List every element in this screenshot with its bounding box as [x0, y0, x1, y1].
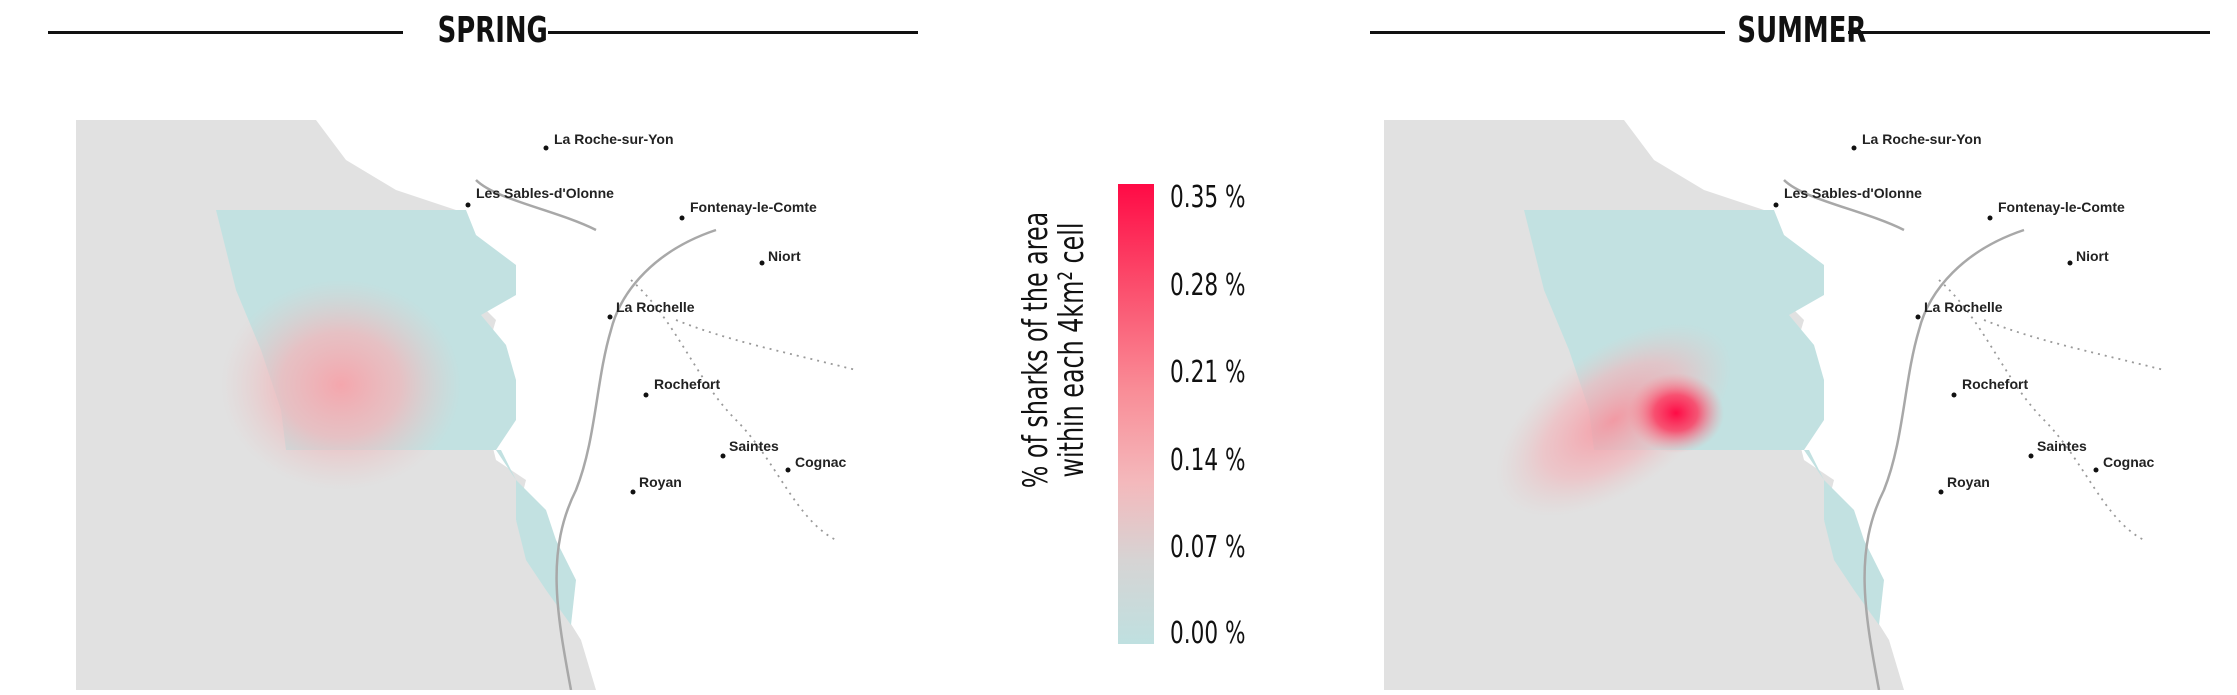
svg-text:La Rochelle: La Rochelle	[616, 299, 695, 315]
spring-title-line-left	[48, 31, 403, 34]
svg-text:La Roche-sur-Yon: La Roche-sur-Yon	[1862, 131, 1982, 147]
legend-tick-0-28: 0.28 %	[1170, 268, 1246, 303]
svg-text:Rochefort: Rochefort	[654, 376, 720, 392]
legend-title-line-2: within each 4km² cell	[1052, 222, 1092, 478]
city-fontenay-le-comte: Fontenay-le-Comte	[1987, 199, 2125, 221]
river-charente	[555, 228, 717, 690]
legend-tick-0-35: 0.35 %	[1170, 180, 1246, 215]
svg-text:Saintes: Saintes	[2037, 438, 2087, 454]
summer-hotspot-core	[1628, 373, 1724, 453]
svg-text:Les Sables-d'Olonne: Les Sables-d'Olonne	[476, 185, 614, 201]
summer-title-line-right	[1848, 31, 2210, 34]
city-saintes: Saintes	[720, 438, 779, 459]
legend-tick-0-14: 0.14 %	[1170, 443, 1246, 478]
spring-hotspot	[221, 280, 461, 490]
spring-title: SPRING	[437, 10, 548, 51]
svg-text:Saintes: Saintes	[729, 438, 779, 454]
color-legend: % of sharks of the area within each 4km²…	[1000, 150, 1330, 670]
svg-text:Niort: Niort	[768, 248, 801, 264]
city-la-rochelle: La Rochelle	[607, 299, 695, 320]
city-royan: Royan	[1938, 474, 1990, 495]
svg-text:Fontenay-le-Comte: Fontenay-le-Comte	[1998, 199, 2125, 215]
legend-tick-0-21: 0.21 %	[1170, 355, 1246, 390]
city-la-rochelle: La Rochelle	[1915, 299, 2003, 320]
summer-map: La Roche-sur-Yon Les Sables-d'Olonne Fon…	[1384, 120, 2164, 690]
summer-title: SUMMER	[1737, 10, 1867, 51]
city-rochefort: Rochefort	[1951, 376, 2028, 398]
island	[1642, 128, 1666, 142]
svg-text:Royan: Royan	[639, 474, 682, 490]
city-cognac: Cognac	[2093, 454, 2155, 473]
city-les-sables-d-olonne: Les Sables-d'Olonne	[1773, 185, 1922, 208]
legend-tick-0-00: 0.00 %	[1170, 616, 1246, 651]
land-area	[1624, 120, 2164, 690]
city-niort: Niort	[2067, 248, 2109, 266]
spring-title-row: SPRING	[48, 10, 918, 54]
svg-text:Les Sables-d'Olonne: Les Sables-d'Olonne	[1784, 185, 1922, 201]
city-niort: Niort	[759, 248, 801, 266]
city-saintes: Saintes	[2028, 438, 2087, 459]
summer-hotspot-outer	[1496, 323, 1732, 517]
city-rochefort: Rochefort	[643, 376, 720, 398]
river-sevre	[475, 179, 597, 232]
svg-text:La Rochelle: La Rochelle	[1924, 299, 2003, 315]
svg-text:Fontenay-le-Comte: Fontenay-le-Comte	[690, 199, 817, 215]
legend-tick-0-07: 0.07 %	[1170, 530, 1246, 565]
island	[334, 128, 358, 142]
summer-map-svg: La Roche-sur-Yon Les Sables-d'Olonne Fon…	[1384, 120, 2164, 690]
spring-map-svg: La Roche-sur-Yon Les Sables-d'Olonne Fon…	[76, 120, 856, 690]
svg-text:Niort: Niort	[2076, 248, 2109, 264]
river-sevre	[1783, 179, 1905, 232]
svg-text:Cognac: Cognac	[2103, 454, 2155, 470]
legend-title-line-1: % of sharks of the area	[1016, 211, 1056, 489]
city-la-roche-sur-yon: La Roche-sur-Yon	[1851, 131, 1982, 151]
svg-text:Cognac: Cognac	[795, 454, 847, 470]
summer-title-row: SUMMER	[1370, 10, 2210, 54]
city-royan: Royan	[630, 474, 682, 495]
svg-text:Royan: Royan	[1947, 474, 1990, 490]
land-area	[316, 120, 856, 690]
city-cognac: Cognac	[785, 454, 847, 473]
legend-color-bar	[1118, 184, 1154, 644]
boundary-dotted	[630, 279, 837, 541]
river-charente	[1863, 228, 2025, 690]
city-la-roche-sur-yon: La Roche-sur-Yon	[543, 131, 674, 151]
city-fontenay-le-comte: Fontenay-le-Comte	[679, 199, 817, 221]
city-les-sables-d-olonne: Les Sables-d'Olonne	[465, 185, 614, 208]
boundary-dotted	[1938, 279, 2145, 541]
summer-title-line-left	[1370, 31, 1725, 34]
svg-text:La Roche-sur-Yon: La Roche-sur-Yon	[554, 131, 674, 147]
spring-map: La Roche-sur-Yon Les Sables-d'Olonne Fon…	[76, 120, 856, 690]
spring-title-line-right	[548, 31, 918, 34]
svg-text:Rochefort: Rochefort	[1962, 376, 2028, 392]
legend-title: % of sharks of the area within each 4km²…	[1016, 140, 1092, 560]
